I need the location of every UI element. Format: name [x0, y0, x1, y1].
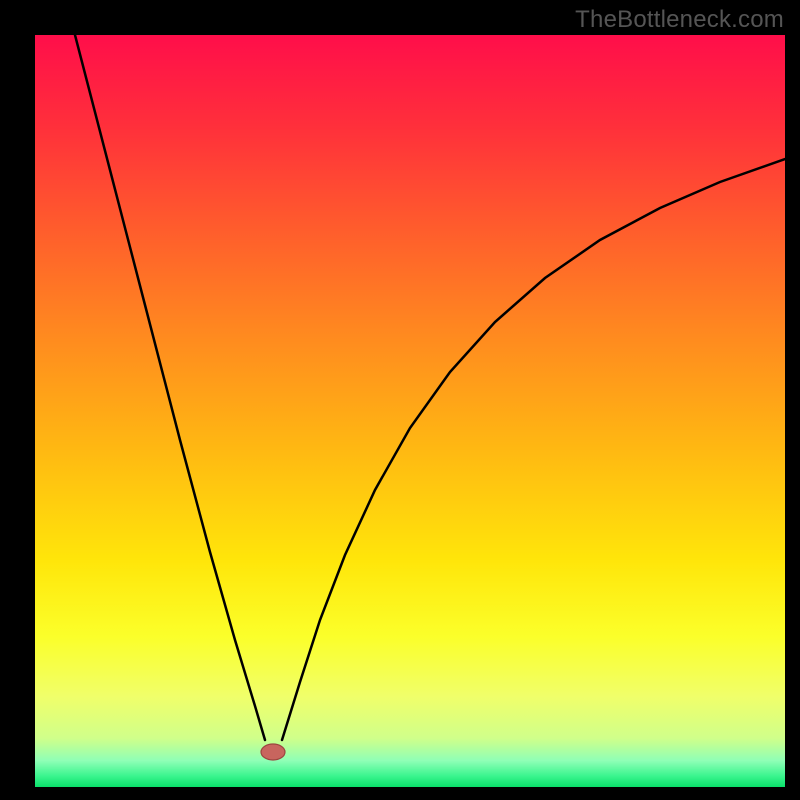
watermark-text: TheBottleneck.com — [575, 6, 784, 34]
plot-area — [35, 35, 785, 787]
minimum-marker — [261, 744, 285, 760]
chart-container: TheBottleneck.com — [0, 0, 800, 800]
bottleneck-chart — [0, 0, 800, 800]
